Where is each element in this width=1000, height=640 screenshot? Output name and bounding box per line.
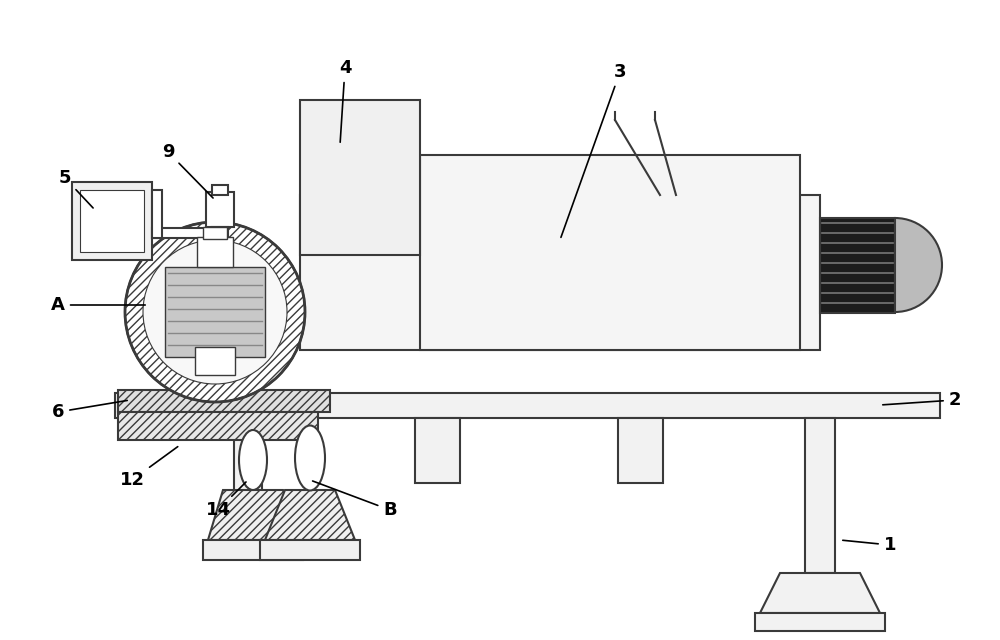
Bar <box>234 418 262 508</box>
Bar <box>195 347 235 375</box>
Bar <box>118 390 330 412</box>
Wedge shape <box>895 218 942 312</box>
Text: 5: 5 <box>59 169 93 208</box>
Text: 2: 2 <box>883 391 961 409</box>
Bar <box>203 227 227 239</box>
Text: B: B <box>313 481 397 519</box>
Bar <box>212 227 228 305</box>
Ellipse shape <box>239 430 267 490</box>
Bar <box>260 540 360 560</box>
Bar <box>206 192 234 227</box>
Text: 6: 6 <box>52 401 127 421</box>
Bar <box>165 267 265 357</box>
Bar <box>805 418 835 573</box>
Ellipse shape <box>295 426 325 490</box>
Bar <box>152 190 162 238</box>
Bar <box>618 418 663 483</box>
Text: 14: 14 <box>206 482 246 519</box>
Bar <box>72 182 152 260</box>
Bar <box>820 218 895 313</box>
Text: 1: 1 <box>843 536 896 554</box>
Text: 9: 9 <box>162 143 213 198</box>
Bar <box>203 540 303 560</box>
Text: 12: 12 <box>120 447 178 489</box>
Polygon shape <box>760 573 880 613</box>
Bar <box>152 228 214 238</box>
Bar <box>415 418 460 483</box>
Text: A: A <box>51 296 145 314</box>
Circle shape <box>143 240 287 384</box>
Bar <box>115 393 940 418</box>
Bar <box>80 190 144 252</box>
Bar <box>300 195 820 350</box>
Bar <box>300 100 420 255</box>
Bar <box>118 412 318 440</box>
Bar <box>420 155 800 350</box>
Bar <box>197 237 233 267</box>
Bar <box>755 613 885 631</box>
Polygon shape <box>265 490 355 540</box>
Polygon shape <box>208 490 298 540</box>
Text: 4: 4 <box>339 59 351 142</box>
Circle shape <box>125 222 305 402</box>
Bar <box>212 185 228 195</box>
Text: 3: 3 <box>561 63 626 237</box>
